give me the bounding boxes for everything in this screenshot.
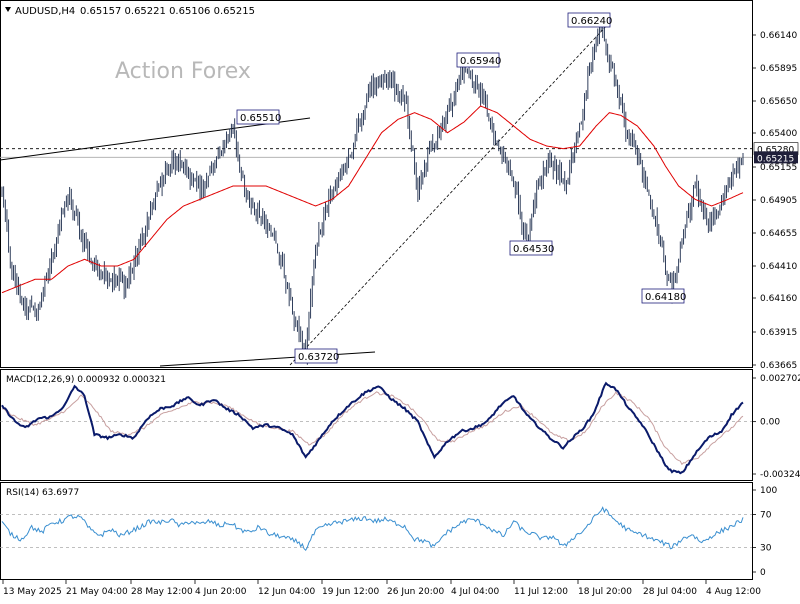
lower-trend-line — [159, 351, 376, 367]
annotation-box — [294, 348, 338, 364]
price-tick-label: 0.65650 — [760, 97, 797, 107]
channel-trend-line — [289, 21, 611, 366]
symbol-label: AUDUSD,H4 — [15, 6, 75, 17]
annotation-box — [641, 288, 685, 304]
time-tick-label: 11 Jul 12:00 — [514, 587, 568, 597]
price-tick-label: 0.64905 — [760, 196, 797, 206]
price-tick-label: 0.66140 — [760, 31, 797, 41]
watermark: Action Forex — [115, 59, 251, 84]
time-tick-label: 12 Jun 04:00 — [258, 587, 315, 597]
rsi-layer — [0, 506, 752, 551]
time-tick-label: 26 Jun 20:00 — [387, 587, 444, 597]
price-annotation: 0.64530 — [509, 240, 554, 256]
annotation-box — [509, 240, 553, 256]
price-annotation: 0.65510 — [236, 109, 281, 125]
price-annotation: 0.64180 — [641, 288, 686, 304]
annotation-label: 0.64530 — [513, 244, 554, 255]
price-tick-label: 0.65400 — [760, 129, 797, 139]
price-tick-label: 0.65155 — [760, 163, 797, 173]
macd-line — [1, 381, 744, 475]
time-tick-label: 13 May 2025 — [3, 587, 62, 597]
time-tick-label: 19 Jun 12:00 — [322, 587, 379, 597]
axis-layer: 0.66140 0.65895 0.65650 0.65400 0.65155 0.649… — [2, 31, 800, 597]
price-tick-label: 0.64160 — [760, 294, 797, 304]
price-layer: 0.65510 0.65940 0.66240 0.64530 0.64180 0.637… — [0, 12, 752, 367]
price-tick-label: 0.63665 — [760, 361, 797, 371]
price-annotation: 0.65940 — [456, 52, 501, 68]
rsi-tick-label: 70 — [760, 511, 772, 521]
time-tick-label: 4 Aug 12:00 — [706, 587, 761, 597]
macd-layer — [0, 381, 752, 475]
last-price-tag — [754, 151, 798, 164]
price-tick-label: 0.64655 — [760, 229, 797, 239]
last-price-label: 0.65215 — [757, 154, 794, 164]
time-tick-label: 18 Jul 20:00 — [578, 587, 632, 597]
chevron-down-icon[interactable] — [5, 7, 11, 12]
price-panel-frame — [0, 0, 753, 368]
annotation-label: 0.66240 — [571, 16, 612, 27]
rsi-tick-label: 0 — [760, 568, 766, 578]
price-tick-label: 0.63915 — [760, 328, 797, 338]
price-annotation: 0.66240 — [567, 12, 612, 28]
annotation-box — [456, 52, 500, 68]
sma-line — [1, 105, 744, 294]
time-tick-label: 28 May 12:00 — [131, 587, 193, 597]
annotation-box — [567, 12, 611, 28]
macd-tick-label: 0.002702 — [760, 374, 800, 384]
rsi-tick-label: 100 — [760, 486, 777, 496]
rsi-line — [1, 506, 744, 551]
time-tick-label: 28 Jul 04:00 — [643, 587, 697, 597]
price-tick-label: 0.65895 — [760, 64, 797, 74]
upper-trend-line — [0, 117, 311, 161]
annotation-box — [236, 109, 280, 125]
rsi-tick-label: 30 — [760, 543, 772, 553]
time-tick-label: 4 Jun 20:00 — [195, 587, 247, 597]
annotation-label: 0.65940 — [460, 56, 501, 67]
header: AUDUSD,H4 0.65157 0.65221 0.65106 0.6521… — [5, 6, 255, 17]
macd-title: MACD(12,26,9) 0.000932 0.000321 — [6, 375, 166, 385]
ohlc-values: 0.65157 0.65221 0.65106 0.65215 — [80, 6, 255, 17]
reference-level-label: 0.65280 — [757, 146, 794, 156]
rsi-title: RSI(14) 63.6977 — [6, 488, 79, 498]
annotation-label: 0.65510 — [240, 113, 281, 124]
time-tick-label: 21 May 04:00 — [66, 587, 128, 597]
annotation-label: 0.63720 — [298, 352, 339, 363]
rsi-panel-frame — [0, 482, 753, 580]
price-annotation: 0.63720 — [294, 348, 339, 364]
macd-tick-label: 0.00 — [760, 418, 780, 428]
time-tick-label: 4 Jul 04:00 — [451, 587, 500, 597]
price-tick-label: 0.64410 — [760, 262, 797, 272]
annotation-label: 0.64180 — [645, 292, 686, 303]
